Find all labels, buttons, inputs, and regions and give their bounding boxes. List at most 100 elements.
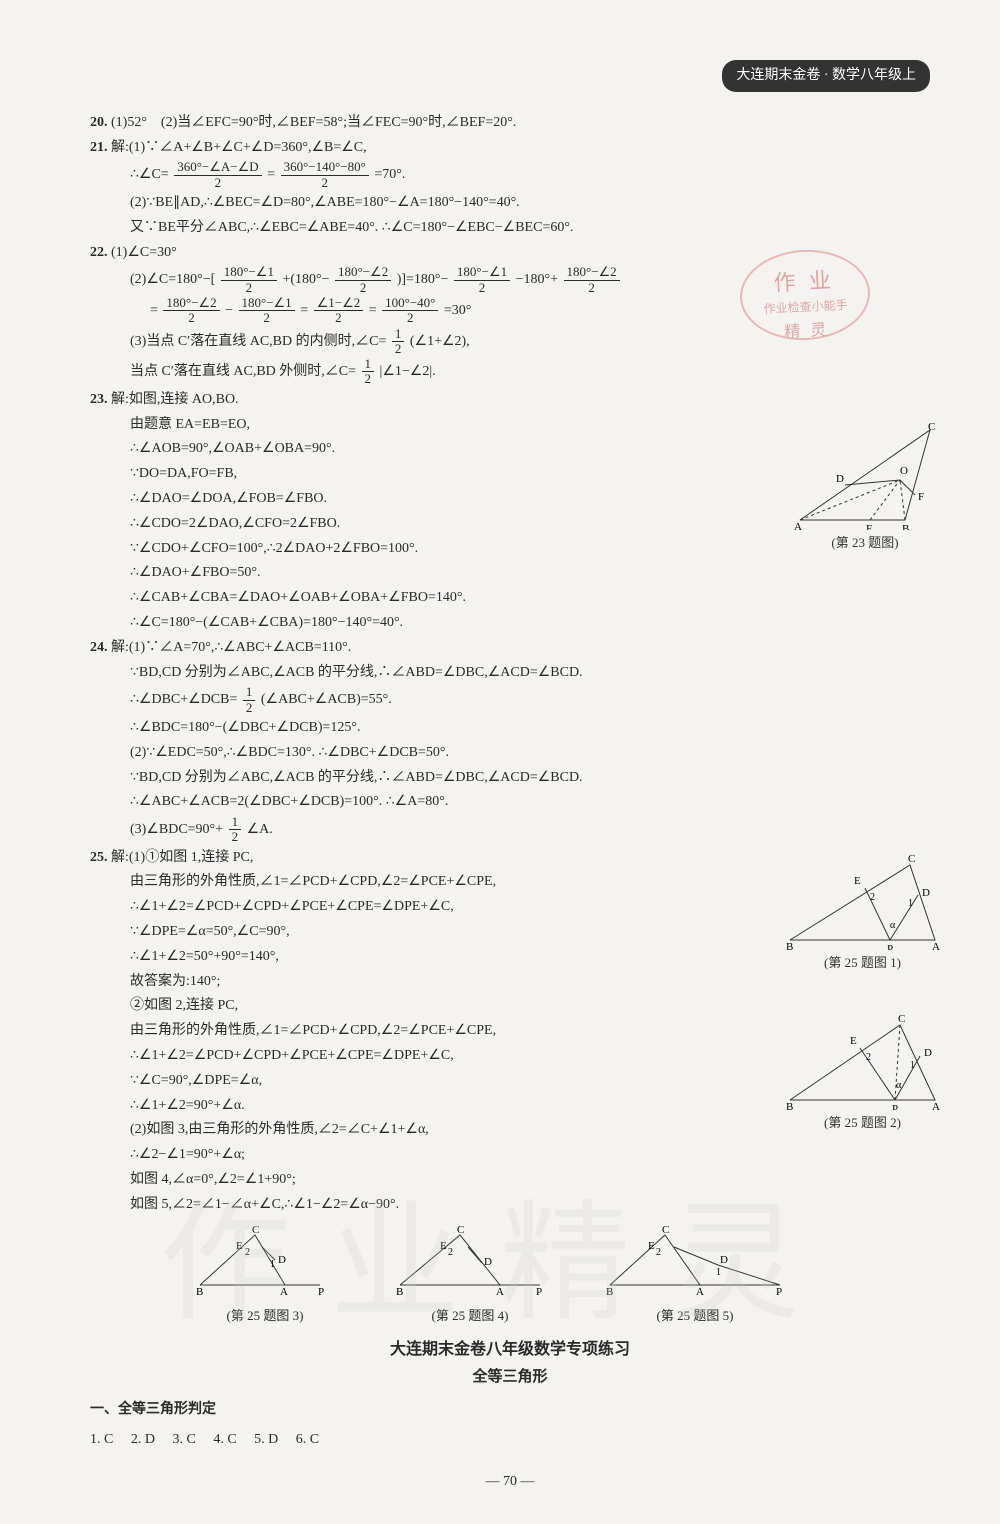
q24-l8: (3)∠BDC=90°+ 12 ∠A. <box>130 815 930 845</box>
q23-l9: ∴∠CAB+∠CBA=∠DAO+∠OAB+∠OBA+∠FBO=140°. <box>130 586 930 610</box>
q25-fig1-cap: (第 25 题图 1) <box>780 952 945 971</box>
q25-l14: 如图 4,∠α=0°,∠2=∠1+90°; <box>130 1168 930 1192</box>
svg-text:P: P <box>536 1286 542 1295</box>
triangle-icon: B A P C E D 2 1 <box>190 1225 340 1295</box>
svg-text:α: α <box>896 1080 902 1091</box>
svg-text:D: D <box>278 1254 286 1266</box>
q21-num: 21. <box>90 140 108 155</box>
q25-fig5-cap: (第 25 题图 5) <box>600 1305 790 1327</box>
svg-text:D: D <box>924 1047 932 1059</box>
svg-text:C: C <box>457 1225 464 1236</box>
svg-text:D: D <box>922 887 930 899</box>
q24-l6: ∵BD,CD 分别为∠ABC,∠ACB 的平分线,∴∠ABD=∠DBC,∠ACD… <box>130 766 930 790</box>
q20-text: (1)52° (2)当∠EFC=90°时,∠BEF=58°;当∠FEC=90°时… <box>111 115 516 130</box>
svg-text:2: 2 <box>448 1247 453 1258</box>
q23-num: 23. <box>90 392 108 407</box>
svg-text:C: C <box>252 1225 259 1236</box>
q25-fig4: B A P C E D 2 (第 25 题图 4) <box>390 1225 550 1328</box>
q23-l10: ∴∠C=180°−(∠CAB+∠CBA)=180°−140°=40°. <box>130 611 930 635</box>
answers-row: 1. C 2. D 3. C 4. C 5. D 6. C <box>90 1428 930 1452</box>
svg-text:1: 1 <box>908 898 913 909</box>
geometry-icon: A E B C D O F <box>790 420 940 530</box>
triangle-icon: B P A C E D 2 1 α <box>780 850 945 950</box>
svg-text:A: A <box>496 1286 504 1295</box>
svg-text:A: A <box>932 941 940 950</box>
q23-l8: ∴∠DAO+∠FBO=50°. <box>130 561 930 585</box>
svg-text:A: A <box>280 1286 288 1295</box>
q20-num: 20. <box>90 115 108 130</box>
q22-l5: 当点 C′落在直线 AC,BD 外侧时,∠C= 12 |∠1−∠2|. <box>130 357 930 387</box>
svg-text:C: C <box>662 1225 669 1236</box>
svg-text:E: E <box>648 1240 655 1252</box>
svg-text:E: E <box>850 1035 857 1047</box>
section-title: 大连期末金卷八年级数学专项练习 <box>90 1336 930 1363</box>
q23-fig-cap: (第 23 题图) <box>790 532 940 551</box>
svg-text:D: D <box>836 473 844 485</box>
triangle-icon: B A P C E D 2 1 <box>600 1225 790 1295</box>
q24-l4: ∴∠BDC=180°−(∠DBC+∠DCB)=125°. <box>130 716 930 740</box>
section-heading: 一、全等三角形判定 <box>90 1398 930 1422</box>
q25-fig3: B A P C E D 2 1 (第 25 题图 3) <box>190 1225 340 1328</box>
q25-fig4-cap: (第 25 题图 4) <box>390 1305 550 1327</box>
svg-text:P: P <box>318 1286 324 1295</box>
ans-5: 5. D <box>254 1432 278 1447</box>
ans-3: 3. C <box>172 1432 195 1447</box>
svg-text:B: B <box>196 1286 203 1295</box>
q25-bottom-figs: B A P C E D 2 1 (第 25 题图 3) B A P C E D <box>190 1225 930 1328</box>
svg-text:2: 2 <box>656 1247 661 1258</box>
svg-text:1: 1 <box>910 1060 915 1071</box>
q22-num: 22. <box>90 245 108 260</box>
svg-text:O: O <box>900 465 908 477</box>
q25-l15: 如图 5,∠2=∠1−∠α+∠C,∴∠1−∠2=∠α−90°. <box>130 1193 930 1217</box>
svg-text:2: 2 <box>866 1052 871 1063</box>
q25-l13: ∴∠2−∠1=90°+∠α; <box>130 1143 930 1167</box>
q23-figure: A E B C D O F (第 23 题图) <box>790 420 940 551</box>
q21-l2: ∴∠C= 360°−∠A−∠D2 = 360°−140°−80°2 =70°. <box>130 160 930 190</box>
q24-num: 24. <box>90 640 108 655</box>
svg-text:A: A <box>932 1101 940 1110</box>
q22-l4: (3)当点 C′落在直线 AC,BD 的内侧时,∠C= 12 (∠1+∠2), <box>130 327 930 357</box>
svg-text:E: E <box>854 875 861 887</box>
q24-l1: 24. 解:(1)∵∠A=70°,∴∠ABC+∠ACB=110°. <box>90 636 930 660</box>
page-number: — 70 — <box>90 1470 930 1494</box>
svg-text:A: A <box>696 1286 704 1295</box>
svg-text:D: D <box>720 1254 728 1266</box>
svg-text:2: 2 <box>870 892 875 903</box>
svg-text:E: E <box>440 1240 447 1252</box>
q25-fig2-cap: (第 25 题图 2) <box>780 1112 945 1131</box>
q25-figure2: B P A C E D 2 1 α (第 25 题图 2) <box>780 1010 945 1131</box>
ans-6: 6. C <box>296 1432 319 1447</box>
triangle-icon: B A P C E D 2 <box>390 1225 550 1295</box>
ans-4: 4. C <box>213 1432 236 1447</box>
svg-text:B: B <box>396 1286 403 1295</box>
q25-figure1: B P A C E D 2 1 α (第 25 题图 1) <box>780 850 945 971</box>
svg-text:C: C <box>908 853 915 865</box>
q25-l6: 故答案为:140°; <box>130 970 930 994</box>
q25-fig3-cap: (第 25 题图 3) <box>190 1305 340 1327</box>
svg-text:B: B <box>606 1286 613 1295</box>
q22-l2: (2)∠C=180°−[ 180°−∠12 +(180°− 180°−∠22 )… <box>130 265 930 295</box>
page-header: 大连期末金卷 · 数学八年级上 <box>722 60 930 92</box>
svg-text:2: 2 <box>245 1247 250 1258</box>
q24-l3: ∴∠DBC+∠DCB= 12 (∠ABC+∠ACB)=55°. <box>130 685 930 715</box>
ans-2: 2. D <box>131 1432 155 1447</box>
q22-l1: 22. (1)∠C=30° <box>90 241 930 265</box>
svg-text:1: 1 <box>716 1267 721 1278</box>
svg-text:E: E <box>236 1240 243 1252</box>
q24-l5: (2)∵∠EDC=50°,∴∠BDC=130°. ∴∠DBC+∠DCB=50°. <box>130 741 930 765</box>
q25-fig5: B A P C E D 2 1 (第 25 题图 5) <box>600 1225 790 1328</box>
q21-l3: (2)∵BE∥AD,∴∠BEC=∠D=80°,∠ABE=180°−∠A=180°… <box>130 191 930 215</box>
q21-l1: 21. 解:(1)∵∠A+∠B+∠C+∠D=360°,∠B=∠C, <box>90 136 930 160</box>
q21-l4: 又∵BE平分∠ABC,∴∠EBC=∠ABE=40°. ∴∠C=180°−∠EBC… <box>130 216 930 240</box>
svg-text:A: A <box>794 521 802 530</box>
svg-text:P: P <box>887 943 893 950</box>
svg-text:P: P <box>892 1103 898 1110</box>
svg-text:E: E <box>866 523 873 530</box>
q23-l1: 23. 解:如图,连接 AO,BO. <box>90 388 930 412</box>
svg-text:F: F <box>918 491 924 503</box>
svg-text:1: 1 <box>270 1259 275 1270</box>
svg-text:B: B <box>786 1101 793 1110</box>
svg-text:D: D <box>484 1256 492 1268</box>
q22-l3: = 180°−∠22 − 180°−∠12 = ∠1−∠22 = 100°−40… <box>150 296 930 326</box>
q25-num: 25. <box>90 850 108 865</box>
